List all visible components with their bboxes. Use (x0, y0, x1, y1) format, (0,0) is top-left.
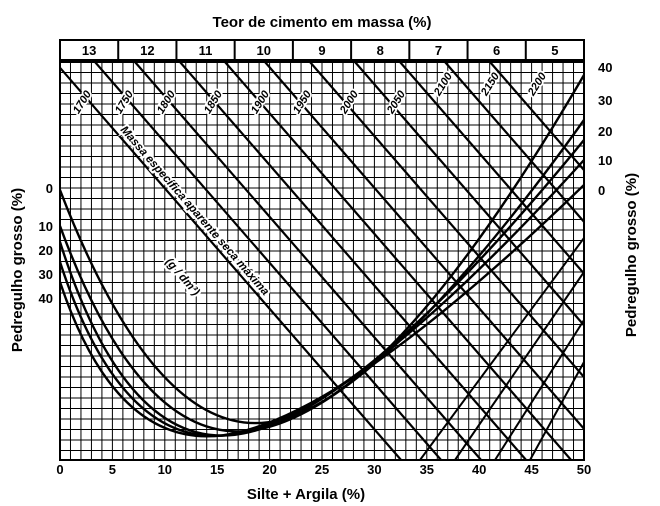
cement-band-label: 11 (199, 43, 213, 58)
cement-band-label: 9 (318, 43, 325, 58)
density-isoline (399, 62, 584, 276)
left-axis-ticks: 0 10 20 30 40 (39, 181, 53, 306)
gravel-curve (60, 139, 584, 437)
right-axis-tick: 30 (598, 93, 612, 108)
left-axis-tick: 30 (39, 267, 53, 282)
right-axis-tick: 0 (598, 183, 605, 198)
density-isoline (354, 62, 584, 328)
cement-band-label: 8 (377, 43, 384, 58)
right-axis-tick: 20 (598, 124, 612, 139)
cement-band-label: 7 (435, 43, 442, 58)
density-isoline (60, 66, 402, 460)
gravel-curve (60, 159, 584, 438)
grid (60, 62, 584, 460)
cement-band-label: 6 (493, 43, 500, 58)
bottom-axis-tick: 15 (210, 462, 224, 477)
bottom-axis-tick: 25 (315, 462, 329, 477)
bottom-axis-title: Silte + Argila (%) (247, 486, 365, 503)
left-axis-tick: 20 (39, 243, 53, 258)
density-isoline (134, 62, 482, 460)
left-axis-tick: 10 (39, 219, 53, 234)
gravel-reference-line (419, 237, 584, 460)
gravel-curve (60, 184, 584, 438)
right-axis-tick: 40 (598, 60, 612, 75)
right-axis-tick: 10 (598, 153, 612, 168)
gravel-reference-line (529, 361, 584, 460)
density-isoline (309, 62, 584, 379)
left-axis-tick: 0 (46, 181, 53, 196)
cement-band-label: 12 (140, 43, 154, 58)
bottom-axis-tick: 45 (524, 462, 538, 477)
density-isolines (60, 62, 584, 460)
density-isoline (94, 62, 442, 460)
gravel-reference-line (494, 319, 584, 460)
bottom-axis-tick: 10 (158, 462, 172, 477)
left-axis-tick: 40 (39, 291, 53, 306)
bottom-axis-tick: 20 (262, 462, 276, 477)
gravel-reference-line (454, 271, 584, 460)
cement-band-label: 5 (551, 43, 558, 58)
bottom-axis-tick: 0 (56, 462, 63, 477)
left-axis-title: Pedregulho grosso (%) (9, 188, 26, 352)
bottom-axis-tick: 35 (420, 462, 434, 477)
cement-band-label: 10 (257, 43, 271, 58)
bottom-axis-tick: 5 (109, 462, 116, 477)
density-isoline (224, 62, 572, 460)
bottom-axis-tick: 30 (367, 462, 381, 477)
bottom-axis-ticks: 0 5 10 15 20 25 30 35 40 45 50 (56, 462, 591, 477)
density-isoline (264, 62, 584, 431)
cement-band-label: 13 (82, 43, 96, 58)
right-axis-title: Pedregulho grosso (%) (623, 173, 640, 337)
density-isoline (489, 62, 584, 172)
bottom-axis-tick: 40 (472, 462, 486, 477)
top-axis-title: Teor de cimento em massa (%) (213, 14, 432, 31)
gravel-curves (60, 74, 584, 438)
bottom-axis-tick: 50 (577, 462, 591, 477)
density-isoline (444, 62, 584, 224)
cement-band-strip: 13 12 11 10 9 8 7 6 5 (59, 39, 585, 61)
right-axis-ticks: 40 30 20 10 0 (598, 60, 612, 198)
